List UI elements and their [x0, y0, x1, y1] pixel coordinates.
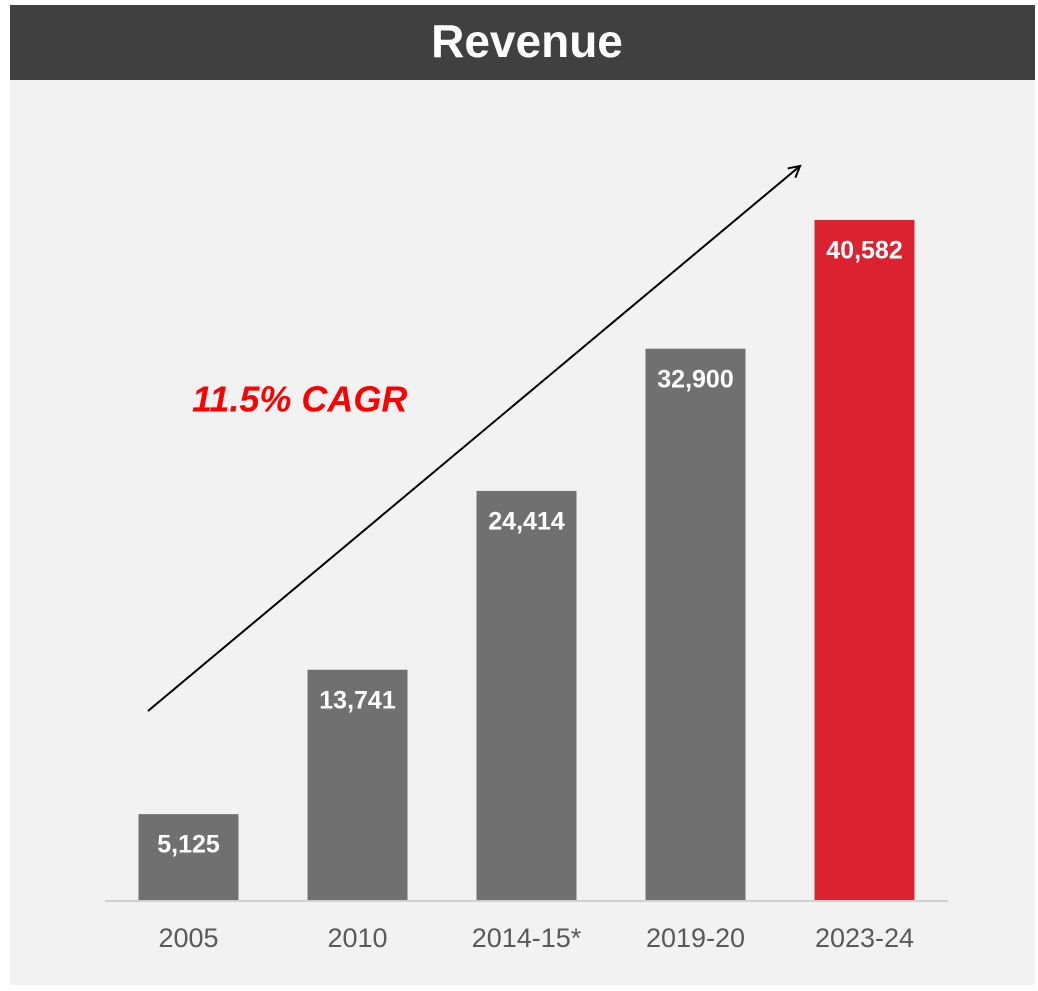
x-tick-label: 2014-15* — [472, 923, 582, 953]
x-tick-label: 2019-20 — [646, 923, 745, 953]
data-label: 24,414 — [488, 508, 565, 536]
data-label: 5,125 — [157, 831, 220, 859]
x-tick-label: 2023-24 — [815, 923, 914, 953]
bar — [138, 814, 239, 900]
x-tick-label: 2005 — [158, 923, 218, 953]
data-label: 40,582 — [826, 237, 902, 265]
data-label: 32,900 — [657, 365, 733, 393]
bar — [645, 348, 746, 901]
bar — [476, 490, 577, 900]
bar — [814, 220, 915, 900]
trend-arrow — [147, 166, 800, 712]
bar — [307, 669, 408, 900]
annotation: 11.5% CAGR — [192, 379, 407, 420]
x-tick-label: 2010 — [327, 923, 387, 953]
title-bar — [10, 5, 1035, 80]
data-label: 13,741 — [319, 686, 396, 714]
chart-title: Revenue — [431, 15, 623, 67]
